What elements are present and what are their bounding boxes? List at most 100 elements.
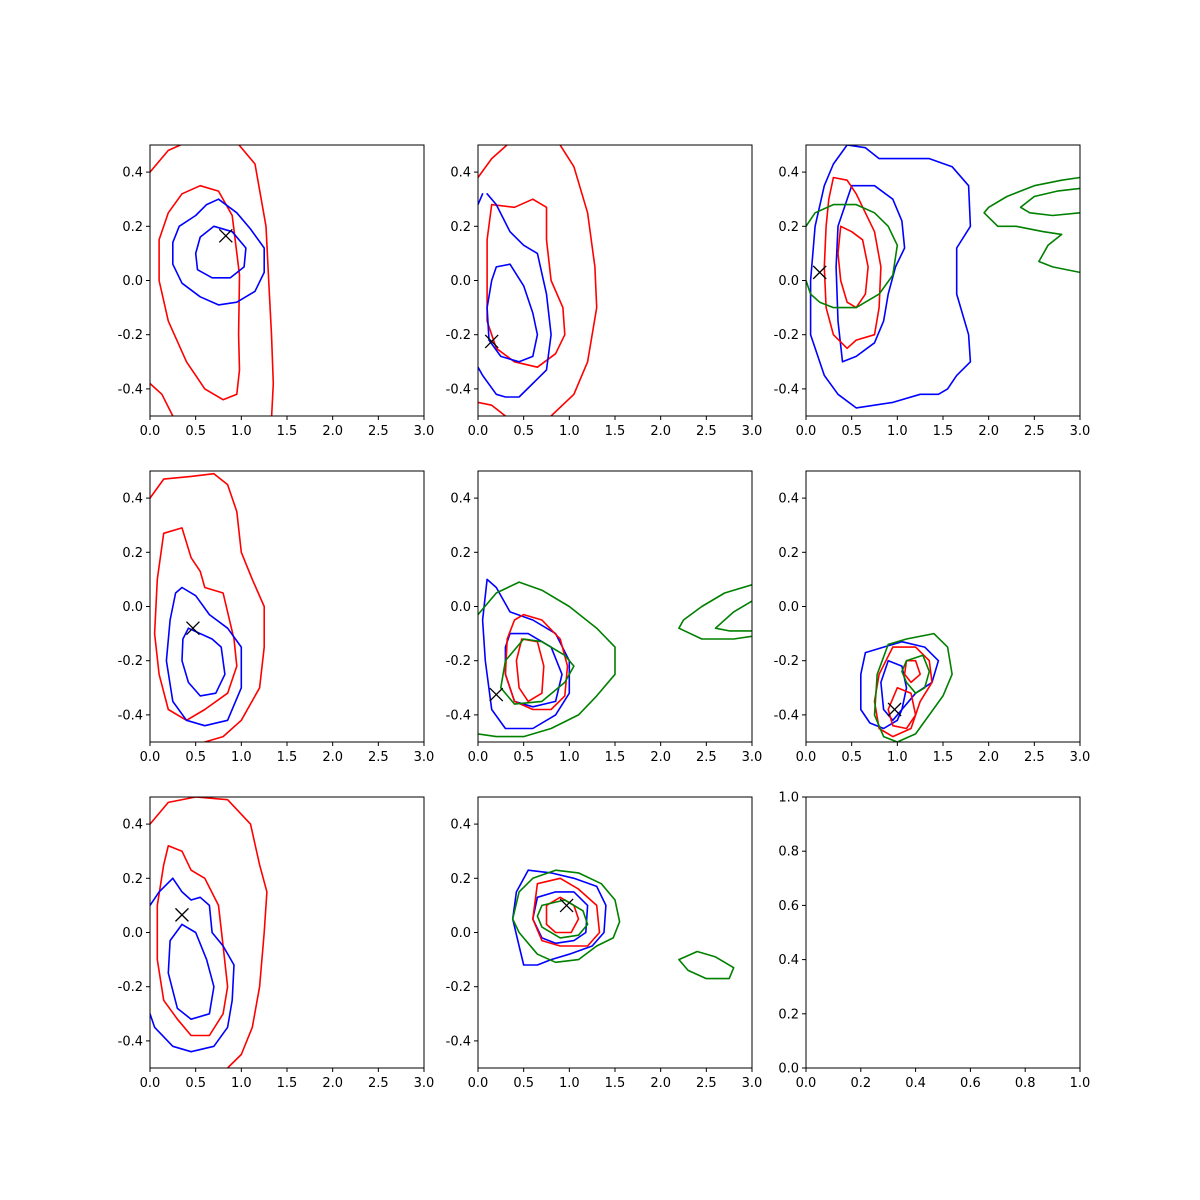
green-contour-5 — [806, 203, 899, 309]
subplot-4: 0.0 0.5 1.0 1.5 2.0 2.5 3.0 -0.4 -0.2 0.0 0.2 0.4 — [118, 470, 434, 765]
subplot-1: 0.0 0.5 1.0 1.5 2.0 2.5 3.0 -0.4 -0.2 0.0 0.2 0.4 — [118, 144, 435, 439]
x-tick-label: 1.0 — [887, 424, 908, 439]
contour-group — [860, 632, 953, 742]
green-contour-7 — [678, 584, 752, 640]
blue-contour-7 — [486, 263, 539, 363]
x-tick-label: 0.0 — [796, 750, 817, 765]
y-tick-label: 0.2 — [122, 220, 143, 235]
y-tick-label: 0.0 — [122, 274, 143, 289]
x-tick-label: 0.0 — [468, 1076, 489, 1091]
x-tick-label: 0.0 — [140, 1076, 161, 1091]
y-tick-label: 1.0 — [778, 791, 799, 806]
x-tick-label: 1.5 — [933, 424, 954, 439]
x-marker — [887, 702, 902, 717]
x-tick-label: 2.5 — [368, 750, 389, 765]
green-contour-7 — [1019, 187, 1080, 217]
blue-contour-1 — [860, 640, 940, 730]
x-tick-label: 3.0 — [742, 1076, 763, 1091]
y-tick-label: 0.0 — [778, 1062, 799, 1077]
x-tick-label: 1.0 — [559, 750, 580, 765]
x-marker — [484, 334, 499, 349]
blue-contour-5 — [167, 923, 215, 1020]
subplot-8: 0.0 0.5 1.0 1.5 2.0 2.5 3.0 -0.4 -0.2 0.0 0.2 0.4 — [446, 796, 763, 1091]
x-tick-label: 0.5 — [185, 1076, 206, 1091]
blue-contour-3 — [165, 586, 243, 727]
x-tick-label: 3.0 — [414, 424, 435, 439]
x-marker — [489, 687, 504, 702]
x-tick-label: 3.0 — [742, 424, 763, 439]
y-tick-label: 0.2 — [778, 220, 799, 235]
y-tick-label: 0.4 — [450, 166, 471, 181]
x-tick-label: 0.0 — [140, 750, 161, 765]
contour-group — [806, 145, 1080, 409]
x-tick-label: 2.0 — [650, 1076, 671, 1091]
y-tick-label: -0.4 — [774, 708, 799, 723]
green-contour-6 — [983, 176, 1080, 274]
blue-contour-2 — [835, 184, 906, 363]
x-tick-label: 0.8 — [1015, 1076, 1036, 1091]
subplot-9: 0.0 0.2 0.4 0.6 0.8 1.0 0.0 0.2 0.4 0.6 0.8 1.0 — [778, 791, 1090, 1092]
y-tick-label: 0.2 — [450, 872, 471, 887]
x-marker — [175, 907, 189, 922]
red-contour-2 — [550, 145, 598, 416]
y-tick-label: -0.4 — [118, 708, 143, 723]
contour-group — [478, 145, 598, 416]
red-contour-1 — [150, 472, 265, 742]
y-tick-label: 0.4 — [778, 166, 799, 181]
y-tick-label: 0.2 — [122, 546, 143, 561]
x-tick-label: 2.5 — [696, 424, 717, 439]
y-tick-label: -0.2 — [118, 328, 143, 343]
y-tick-label: 0.4 — [778, 492, 799, 507]
x-marker — [185, 621, 200, 636]
contour-group — [150, 797, 268, 1068]
x-tick-label: 2.5 — [368, 1076, 389, 1091]
y-tick-label: 0.0 — [122, 926, 143, 941]
x-tick-label: 0.0 — [468, 750, 489, 765]
x-tick-label: 0.0 — [796, 1076, 817, 1091]
blue-contour-5 — [172, 198, 265, 306]
y-tick-label: 0.2 — [450, 546, 471, 561]
x-tick-label: 0.2 — [850, 1076, 871, 1091]
blue-contour-4 — [181, 627, 226, 697]
y-tick-label: -0.4 — [446, 1034, 471, 1049]
y-tick-label: 0.4 — [122, 166, 143, 181]
green-contour-6 — [500, 638, 575, 705]
green-contour-5 — [511, 869, 621, 964]
y-tick-label: 0.0 — [450, 274, 471, 289]
red-contour-4 — [903, 659, 921, 684]
green-contour-6 — [536, 899, 589, 939]
contour-group — [150, 145, 275, 416]
x-tick-label: 1.0 — [559, 424, 580, 439]
y-tick-label: -0.4 — [118, 1034, 143, 1049]
green-contour-7 — [901, 654, 931, 694]
x-tick-label: 1.5 — [277, 1076, 298, 1091]
red-contour-4 — [837, 225, 869, 309]
y-tick-label: 0.6 — [778, 899, 799, 914]
green-contour-5 — [478, 581, 616, 738]
x-tick-label: 2.0 — [650, 424, 671, 439]
x-tick-label: 2.0 — [978, 750, 999, 765]
x-tick-label: 1.5 — [605, 1076, 626, 1091]
x-tick-label: 1.0 — [231, 424, 252, 439]
y-tick-label: 0.4 — [450, 492, 471, 507]
x-tick-label: 0.5 — [513, 1076, 534, 1091]
y-tick-label: 0.0 — [122, 600, 143, 615]
subplot-6: 0.0 0.5 1.0 1.5 2.0 2.5 3.0 -0.4 -0.2 0.0 0.2 0.4 — [774, 470, 1090, 765]
x-tick-label: 1.0 — [559, 1076, 580, 1091]
x-tick-label: 3.0 — [1070, 424, 1091, 439]
contour-group — [478, 578, 752, 738]
y-tick-label: 0.0 — [450, 926, 471, 941]
x-tick-label: 2.0 — [322, 1076, 343, 1091]
x-tick-label: 2.5 — [696, 750, 717, 765]
y-tick-label: 0.4 — [122, 818, 143, 833]
x-tick-label: 2.5 — [1024, 424, 1045, 439]
blue-contour-3 — [150, 877, 235, 1053]
y-tick-label: -0.2 — [446, 980, 471, 995]
y-tick-label: -0.2 — [446, 654, 471, 669]
red-contour-2 — [153, 527, 238, 722]
y-tick-label: -0.2 — [118, 980, 143, 995]
y-tick-label: -0.4 — [774, 382, 799, 397]
red-contour-3 — [532, 877, 601, 947]
red-contour-2 — [156, 845, 229, 1037]
